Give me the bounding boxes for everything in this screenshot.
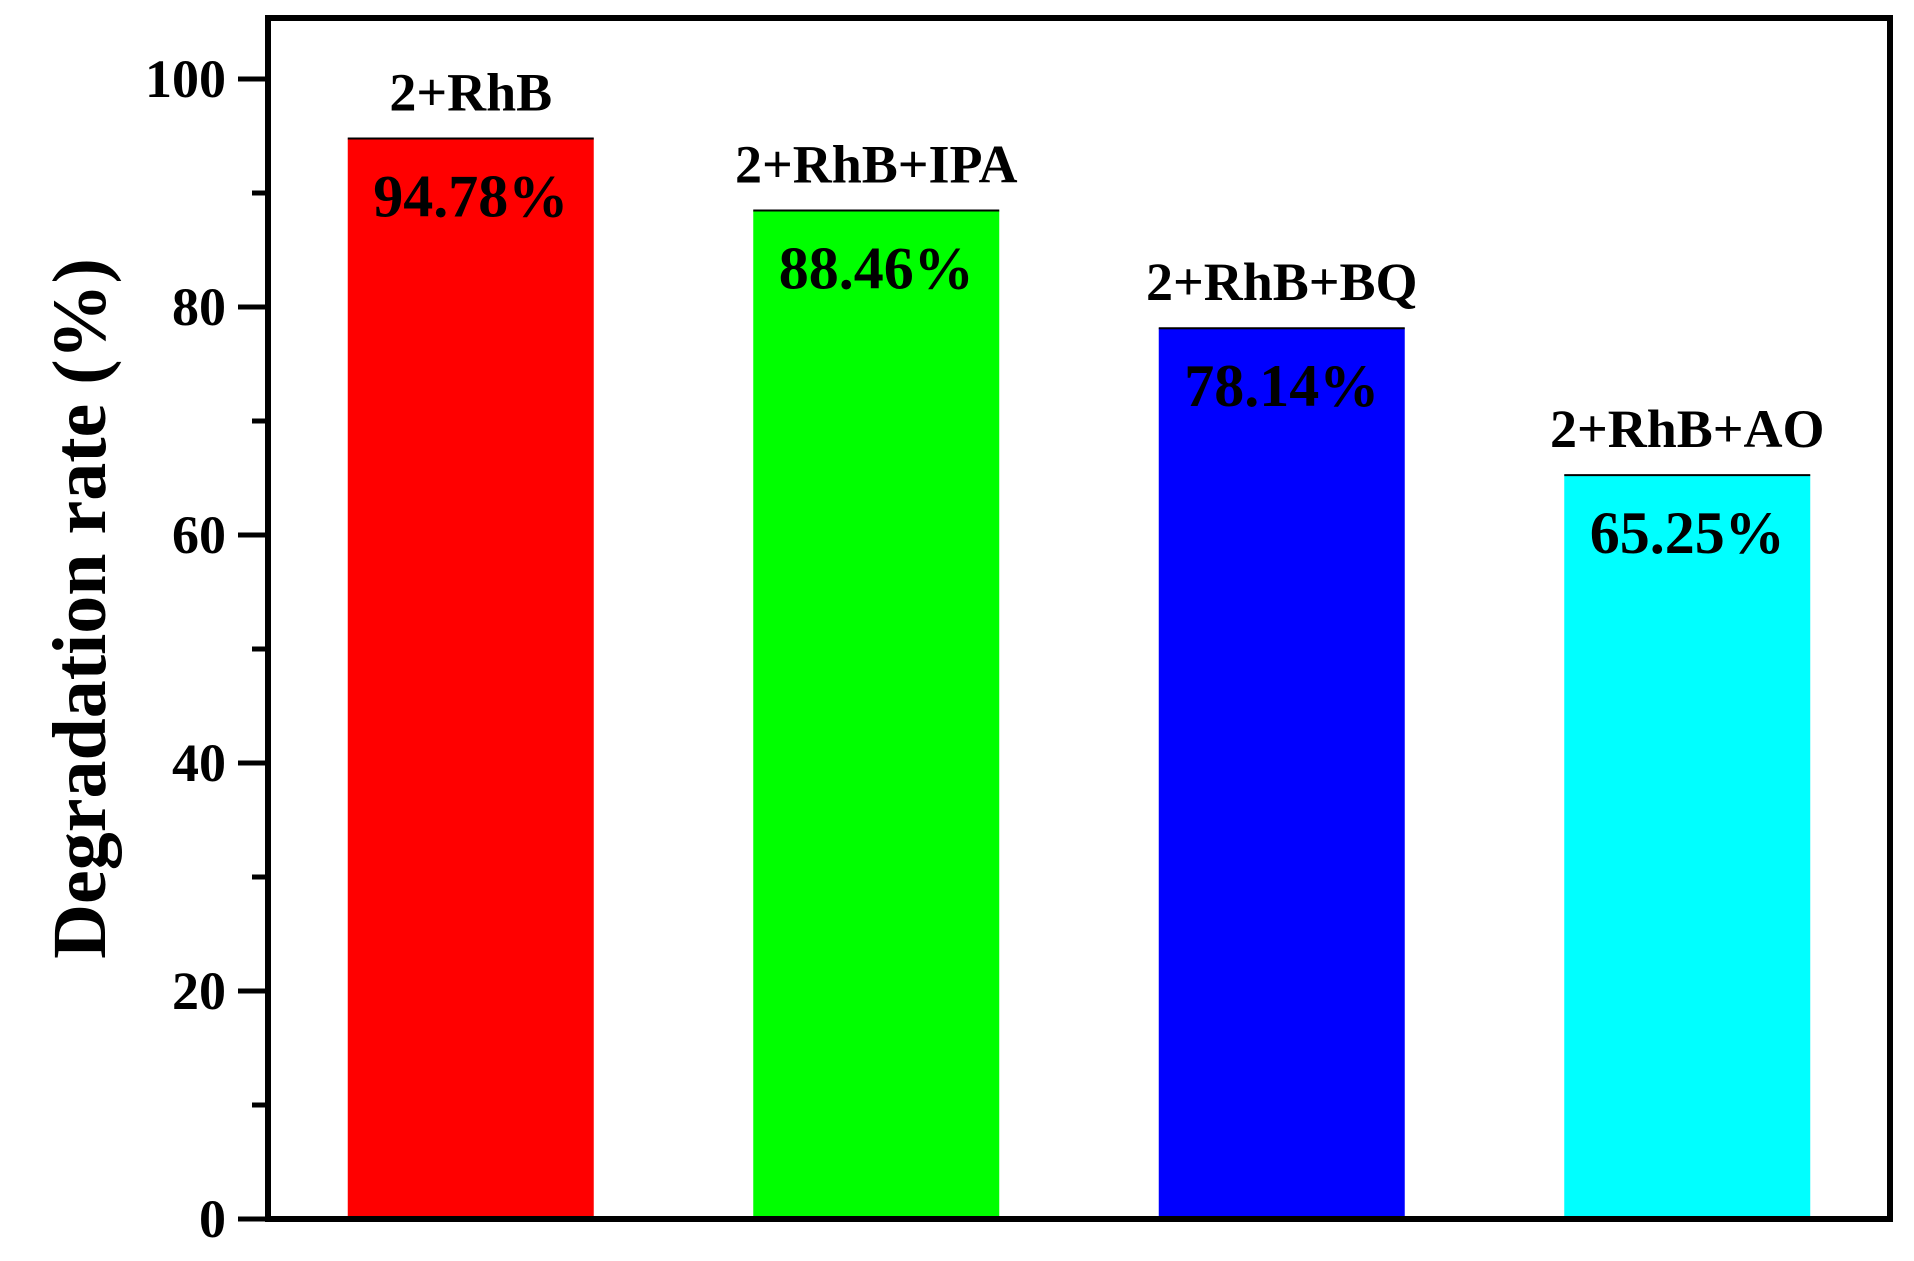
y-tick-label: 80 [172, 277, 226, 337]
plot-frame [265, 15, 1893, 1222]
bar [1158, 328, 1405, 1220]
category-labels: 2+RhB 2+RhB+IPA 2+RhB+BQ 2+RhB+AO [389, 63, 1824, 460]
bar-value-label: 78.14% [1184, 353, 1379, 419]
y-tick-label: 20 [172, 961, 226, 1021]
bar-category-label: 2+RhB+BQ [1146, 252, 1418, 312]
bar-value-label: 65.25% [1590, 500, 1785, 566]
bar-category-label: 2+RhB+AO [1550, 399, 1825, 459]
y-tick-label: 60 [172, 505, 226, 565]
bars [347, 137, 1811, 1220]
y-axis-title: Degradation rate (%) [38, 258, 122, 959]
bar [347, 138, 594, 1219]
bar-category-label: 2+RhB+IPA [735, 135, 1018, 195]
y-tick-label: 0 [199, 1189, 226, 1249]
value-labels: 94.78% 88.46% 78.14% 65.25% [373, 164, 1785, 567]
y-tick-label: 100 [145, 49, 226, 109]
bar [753, 210, 1000, 1219]
bar-category-label: 2+RhB [389, 63, 552, 123]
bar-value-label: 94.78% [373, 164, 568, 230]
bar-value-label: 88.46% [779, 236, 974, 302]
y-axis: 0 20 40 60 80 100 [145, 49, 268, 1249]
bar [1564, 475, 1811, 1219]
y-tick-label: 40 [172, 733, 226, 793]
